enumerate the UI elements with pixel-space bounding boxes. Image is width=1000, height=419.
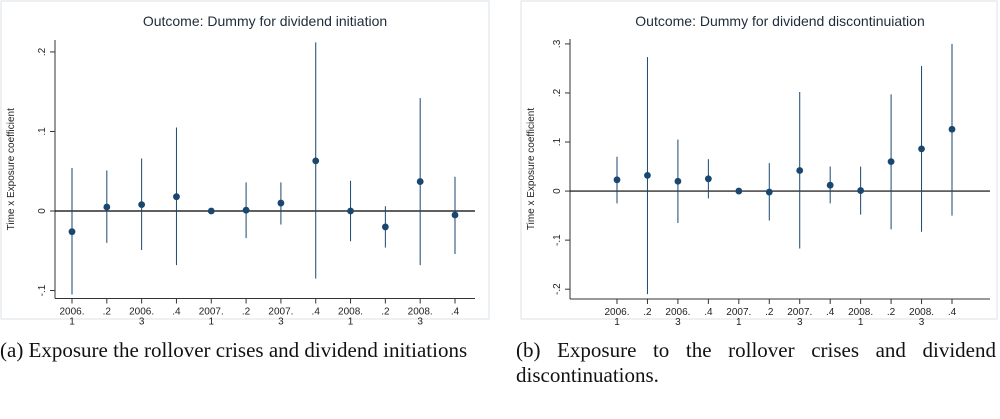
point [416, 178, 424, 185]
chart-title: Outcome: Dummy for dividend discontinuia… [635, 13, 924, 29]
y-tick-label: -.2 [552, 283, 563, 295]
y-axis-title: Time x Exposure coefficient [6, 108, 17, 230]
point [451, 211, 459, 219]
point [887, 158, 895, 166]
caption: (a) Exposure the rollover crises and div… [0, 338, 468, 362]
x-tick-label: .4 [451, 307, 460, 318]
point [613, 176, 621, 184]
point [857, 187, 865, 194]
y-tick-label: .1 [37, 127, 48, 136]
point [826, 181, 834, 189]
figure: Outcome: Dummy for dividend initiation Ti… [0, 0, 998, 328]
point [765, 188, 773, 196]
x-tick-label: 2007. 1 [726, 307, 751, 328]
x-tick-label: 2006. 3 [129, 307, 154, 328]
x-tick-label: .2 [242, 307, 251, 318]
x-tick-label: .2 [643, 307, 652, 318]
point [674, 177, 682, 185]
point [381, 223, 389, 231]
x-tick-label: 2006. 3 [665, 307, 690, 328]
point [918, 145, 925, 153]
x-tick-label: .4 [826, 307, 835, 318]
point [704, 175, 712, 183]
x-tick-label: .2 [765, 307, 774, 318]
point [644, 171, 651, 179]
point [312, 157, 320, 165]
point [277, 199, 285, 207]
y-tick-label: 0 [37, 208, 48, 214]
y-tick-label: -.1 [37, 284, 48, 296]
x-tick-label: 2008. 3 [408, 307, 433, 328]
x-tick-label: .2 [103, 307, 112, 318]
x-tick-label: 2008. 1 [338, 307, 363, 328]
x-tick-label: .2 [381, 307, 390, 318]
y-tick-label: .2 [37, 47, 48, 56]
point [207, 207, 215, 215]
point [735, 187, 743, 195]
point [173, 193, 180, 201]
x-tick-label: .4 [704, 307, 713, 318]
y-tick-label: -.1 [552, 234, 563, 246]
y-tick-label: .3 [552, 39, 563, 48]
y-tick-label: 0 [552, 188, 563, 194]
panel-frame [0, 0, 490, 320]
point [68, 228, 76, 236]
chart-title: Outcome: Dummy for dividend initiation [143, 13, 387, 29]
x-tick-label: 2008. 3 [909, 307, 934, 328]
point [242, 206, 250, 214]
x-tick-label: 2006. 1 [604, 307, 629, 328]
x-tick-label: 2007. 3 [787, 307, 812, 328]
point [347, 207, 354, 215]
point [948, 125, 956, 133]
x-tick-label: 2007. 1 [199, 307, 224, 328]
y-axis-title: Time x Exposure coefficient [526, 108, 537, 230]
point [103, 203, 111, 211]
x-tick-label: 2008. 1 [848, 307, 873, 328]
x-tick-label: .2 [887, 307, 896, 318]
panel-frame [520, 0, 998, 320]
caption: (b) Exposure to the rollover crises and … [516, 338, 996, 387]
y-tick-label: .1 [552, 137, 563, 146]
x-tick-label: .4 [312, 307, 321, 318]
x-tick-label: .4 [172, 307, 181, 318]
point [796, 167, 804, 174]
y-tick-label: .2 [552, 88, 563, 97]
x-tick-label: .4 [948, 307, 957, 318]
x-tick-label: 2006. 1 [59, 307, 84, 328]
point [138, 201, 146, 209]
x-tick-label: 2007. 3 [268, 307, 293, 328]
